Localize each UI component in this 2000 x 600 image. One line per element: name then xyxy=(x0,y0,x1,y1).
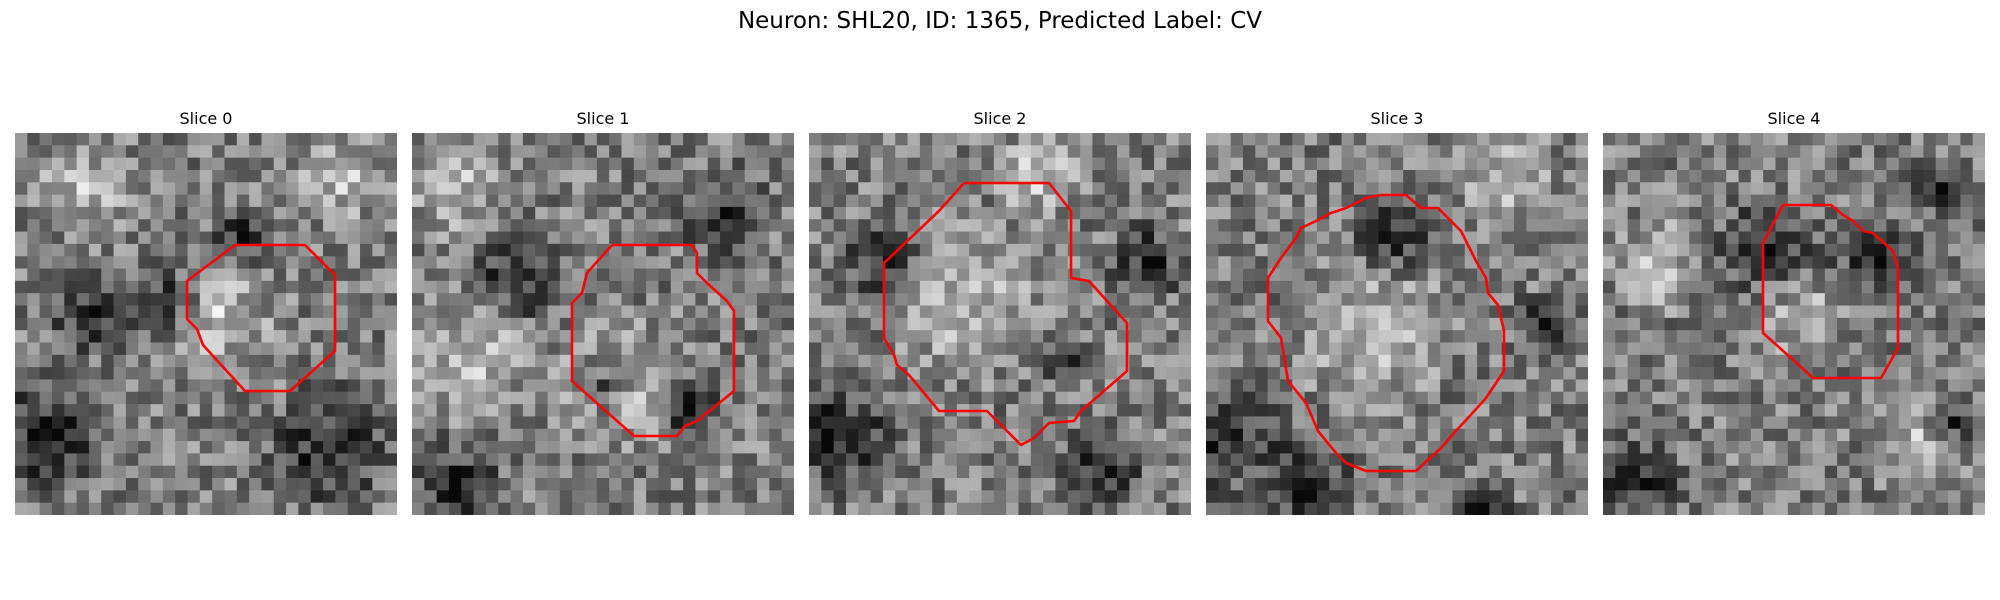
slice-title-2: Slice 2 xyxy=(809,109,1191,128)
grayscale-microscopy-image xyxy=(1603,133,1985,515)
slice-title-0: Slice 0 xyxy=(15,109,397,128)
slice-image-2 xyxy=(809,133,1191,515)
grayscale-microscopy-image xyxy=(809,133,1191,515)
slice-image-3 xyxy=(1206,133,1588,515)
grayscale-microscopy-image xyxy=(15,133,397,515)
slice-image-1 xyxy=(412,133,794,515)
slice-title-4: Slice 4 xyxy=(1603,109,1985,128)
slice-title-1: Slice 1 xyxy=(412,109,794,128)
slice-image-0 xyxy=(15,133,397,515)
grayscale-microscopy-image xyxy=(1206,133,1588,515)
figure-title: Neuron: SHL20, ID: 1365, Predicted Label… xyxy=(0,8,2000,34)
slice-title-3: Slice 3 xyxy=(1206,109,1588,128)
grayscale-microscopy-image xyxy=(412,133,794,515)
slice-image-4 xyxy=(1603,133,1985,515)
